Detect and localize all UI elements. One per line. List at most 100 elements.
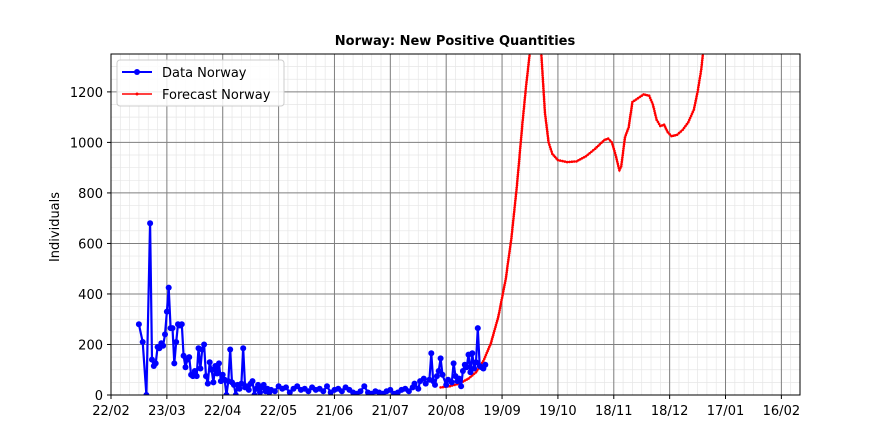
forecast-norway-point (694, 101, 697, 105)
data-norway-point (182, 364, 189, 371)
legend-box (116, 59, 285, 107)
forecast-norway-point (513, 201, 517, 205)
forecast-norway-point (511, 221, 515, 225)
forecast-norway-point (692, 108, 696, 111)
forecast-norway-point (474, 371, 478, 374)
forecast-norway-point (505, 273, 508, 276)
data-norway-point (387, 386, 394, 393)
forecast-norway-point (526, 67, 530, 71)
forecast-norway-point (628, 119, 631, 123)
forecast-norway-point (652, 107, 656, 111)
forecast-norway-point (519, 142, 522, 146)
forecast-norway-point (622, 147, 625, 150)
forecast-norway-point (556, 158, 560, 162)
data-norway-point (469, 350, 476, 357)
data-norway-point (143, 392, 150, 395)
data-norway-point (257, 389, 263, 395)
data-norway-point (227, 346, 234, 353)
forecast-norway-point (700, 59, 704, 62)
legend-data-marker (134, 69, 140, 75)
data-norway-point (432, 381, 438, 388)
plot-area (135, 54, 705, 395)
forecast-norway-point (448, 384, 452, 388)
forecast-norway-point (484, 353, 488, 357)
forecast-norway-point (546, 134, 550, 138)
forecast-norway-point (685, 122, 689, 126)
forecast-norway-point (682, 126, 686, 130)
forecast-norway-point (525, 80, 528, 84)
data-norway-point (467, 369, 474, 376)
forecast-norway-point (700, 63, 704, 66)
forecast-norway-point (469, 375, 472, 379)
data-norway-point (463, 364, 470, 371)
forecast-norway-point (614, 155, 618, 159)
forecast-norway-point (629, 113, 632, 116)
forecast-norway-point (520, 131, 523, 135)
forecast-norway-point (504, 275, 508, 279)
forecast-norway-point (527, 58, 531, 62)
forecast-norway-point (503, 281, 507, 285)
data-norway-point (283, 384, 289, 391)
forecast-norway-point (695, 92, 699, 96)
forecast-norway-point (521, 116, 525, 119)
data-norway-point (169, 325, 176, 332)
series-group (135, 54, 705, 395)
data-norway-point (163, 308, 170, 315)
forecast-norway-point (497, 311, 501, 314)
data-norway-point (456, 375, 463, 382)
forecast-norway-point (654, 114, 657, 117)
forecast-norway-point (524, 89, 527, 93)
data-norway-point (236, 385, 243, 392)
data-norway-point (305, 388, 312, 395)
y-tick-label: 0 (95, 389, 103, 404)
data-norway-point (210, 379, 217, 386)
forecast-norway-point (506, 260, 510, 264)
x-tick-label: 19/09 (483, 404, 520, 419)
forecast-norway-point (649, 98, 653, 102)
forecast-norway-point (518, 157, 521, 161)
x-tick-label: 21/07 (372, 404, 409, 419)
forecast-norway-point (701, 54, 704, 58)
forecast-norway-point (668, 132, 671, 136)
data-norway-point (204, 380, 211, 387)
data-norway-point (474, 325, 481, 332)
forecast-norway-point (502, 285, 506, 289)
data-norway-point (208, 366, 215, 373)
forecast-norway-point (514, 192, 518, 196)
forecast-norway-point (634, 98, 638, 101)
forecast-norway-point (652, 105, 655, 108)
forecast-norway-point (611, 143, 614, 146)
forecast-norway-point (523, 103, 526, 106)
forecast-norway-point (621, 153, 624, 157)
chart-title: Norway: New Positive Quantities (335, 34, 576, 49)
forecast-norway-point (488, 343, 492, 347)
forecast-norway-point (511, 219, 515, 222)
forecast-norway-point (507, 254, 511, 257)
data-norway-point (219, 371, 226, 378)
forecast-norway-point (620, 162, 623, 166)
legend-data-label: Data Norway (162, 66, 247, 81)
forecast-norway-point (696, 88, 700, 91)
forecast-norway-point (621, 149, 625, 153)
forecast-norway-point (630, 102, 634, 106)
y-tick-label: 800 (78, 187, 103, 202)
x-tick-label: 22/05 (260, 404, 297, 419)
forecast-norway-point (698, 79, 701, 82)
data-norway-point (448, 379, 455, 386)
forecast-norway-point (540, 65, 544, 68)
forecast-norway-point (489, 341, 493, 345)
forecast-norway-point (523, 98, 526, 102)
data-norway-point (191, 368, 198, 374)
forecast-norway-point (472, 372, 476, 376)
forecast-norway-point (510, 237, 513, 240)
forecast-norway-point (687, 120, 690, 124)
forecast-norway-point (518, 147, 522, 150)
forecast-norway-point (502, 290, 505, 293)
forecast-norway-point (611, 145, 615, 148)
forecast-norway-point (655, 118, 658, 121)
forecast-norway-point (516, 173, 520, 176)
forecast-norway-point (517, 162, 521, 165)
forecast-norway-point (501, 294, 504, 297)
forecast-norway-point (688, 116, 692, 120)
forecast-norway-point (439, 386, 442, 389)
